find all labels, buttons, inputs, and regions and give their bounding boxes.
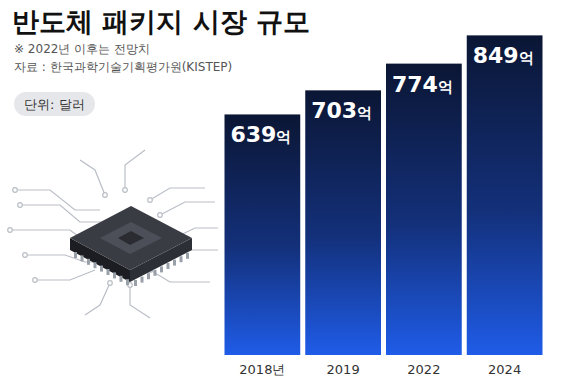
bar (225, 114, 301, 355)
circuit-line (85, 283, 110, 315)
chip-die-center (118, 231, 144, 245)
circuit-node (23, 253, 28, 258)
circuit-line (150, 270, 210, 282)
circuit-node (158, 213, 163, 218)
subtitle: ※ 2022년 이후는 전망치 (14, 42, 150, 56)
title: 반도체 패키지 시장 규모 (12, 6, 310, 37)
chip-pin (154, 270, 157, 276)
chip-illustration (8, 150, 218, 318)
circuit-node (18, 203, 23, 208)
chip-pin (147, 273, 150, 279)
circuit-line (150, 188, 205, 200)
circuit-line (125, 150, 145, 190)
data-label-number: 774 (392, 72, 438, 97)
data-label-number: 849 (473, 43, 519, 68)
circuit-node (148, 198, 153, 203)
chip-pin (180, 256, 183, 262)
circuit-node (33, 278, 38, 283)
chip-pin (167, 263, 170, 269)
source: 자료 : 한국과학기술기획평가원(KISTEP) (14, 60, 232, 74)
chip-pin (120, 276, 123, 282)
bars (225, 35, 543, 355)
circuit-line (130, 285, 150, 318)
circuit-line (20, 205, 110, 222)
bar (305, 90, 381, 355)
data-label: 849억 (473, 43, 534, 68)
chip-pin (173, 260, 176, 266)
data-label: 703억 (311, 98, 372, 123)
circuit-node (13, 188, 18, 193)
data-label-unit: 억 (357, 104, 372, 122)
circuit-line (80, 160, 105, 195)
data-label: 639억 (231, 122, 292, 147)
x-tick-label: 2024 (488, 362, 521, 377)
chip-pin (94, 262, 97, 268)
circuit-node (123, 188, 128, 193)
bar (386, 64, 462, 355)
bar (467, 35, 543, 355)
data-label-unit: 억 (519, 49, 534, 67)
data-label: 774억 (392, 72, 453, 97)
unit-box (14, 92, 95, 116)
x-tick-label: 2018년 (239, 362, 285, 377)
chip-pin (126, 279, 129, 285)
chip-pin (87, 259, 90, 265)
data-label-number: 703 (311, 98, 357, 123)
chip-pin (186, 253, 189, 259)
circuit-line (35, 270, 95, 280)
x-tick-label: 2019 (327, 362, 360, 377)
data-label-unit: 억 (438, 78, 453, 96)
chip-pin (134, 280, 137, 286)
unit: 단위: 달러 (24, 97, 85, 112)
data-label-number: 639 (231, 122, 277, 147)
circuit-line (160, 202, 215, 215)
chip-pin (81, 255, 84, 261)
chip-pin (141, 277, 144, 283)
x-tick-label: 2022 (407, 362, 440, 377)
chip-pin (74, 252, 77, 258)
circuit-line (15, 190, 100, 210)
chip-die (100, 222, 162, 254)
chart-root: 반도체 패키지 시장 규모 ※ 2022년 이후는 전망치자료 : 한국과학기술기… (0, 0, 570, 383)
circuit-node (103, 193, 108, 198)
chip-top (70, 206, 192, 270)
chip-pin (113, 272, 116, 278)
chip-pin (160, 266, 163, 272)
chip-pin (107, 269, 110, 275)
circuit-node (8, 228, 13, 233)
circuit-node (108, 281, 113, 286)
labels: 639억2018년703억2019774억2022849억2024 (231, 43, 534, 377)
chip-pin (100, 266, 103, 272)
data-label-unit: 억 (276, 128, 291, 146)
